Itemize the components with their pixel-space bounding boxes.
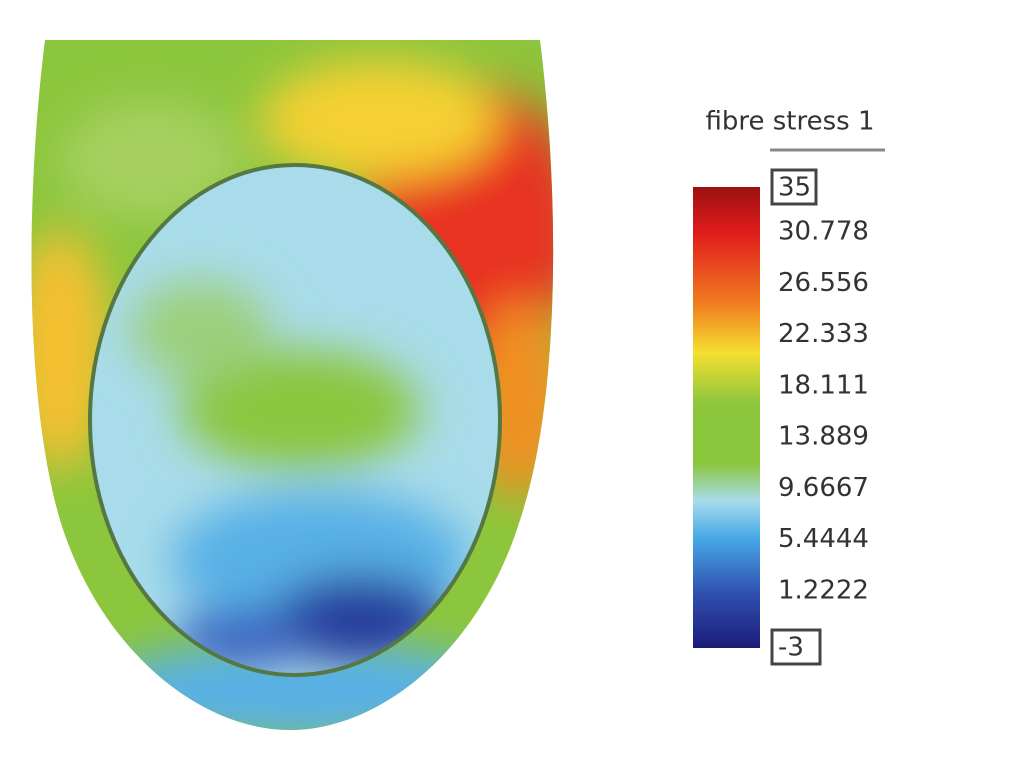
- stress-field: [31, 40, 554, 730]
- max-box: [770, 168, 818, 206]
- colorbar-tick-label: 18.111: [778, 370, 869, 400]
- min-box: [770, 628, 822, 666]
- colorbar-tick-label: 9.6667: [778, 473, 869, 503]
- colorbar-title: fibre stress 1: [705, 107, 874, 137]
- colorbar-tick-label: 5.4444: [778, 524, 869, 554]
- colorbar: [693, 187, 760, 648]
- colorbar-tick-label: 1.2222: [778, 575, 869, 605]
- colorbar-tick-label: 22.333: [778, 319, 869, 349]
- colorbar-tick-label: 13.889: [778, 422, 869, 452]
- colorbar-max: 35: [778, 173, 811, 203]
- colorbar-tick-label: 26.556: [778, 268, 869, 298]
- colorbar-tick-label: 30.778: [778, 217, 869, 247]
- colorbar-min: -3: [778, 633, 804, 663]
